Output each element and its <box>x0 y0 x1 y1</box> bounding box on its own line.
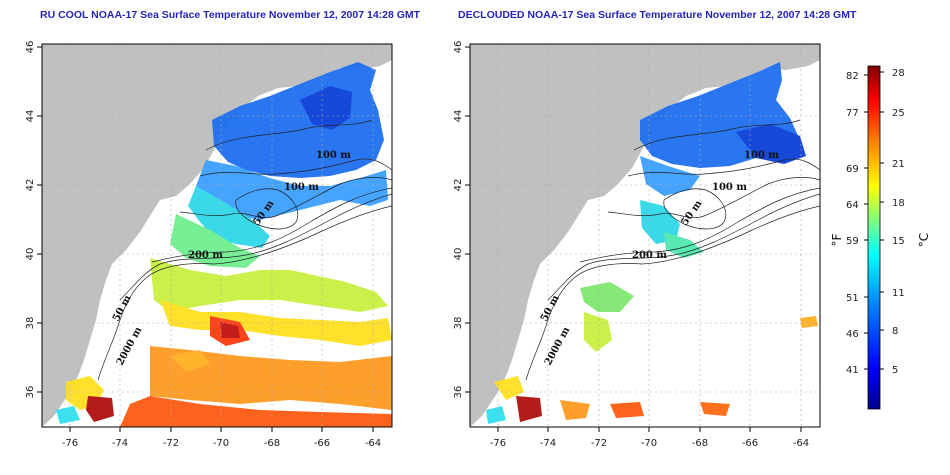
right-lon-label-74: -74 <box>540 438 556 449</box>
right-grid <box>470 44 820 427</box>
colorbar-c-8: 8 <box>892 326 898 337</box>
left-lat-label-38: 38 <box>25 317 36 330</box>
right-lat-axis <box>465 46 470 393</box>
colorbar-f-82: 82 <box>846 71 859 82</box>
left-map-panel: 100 m 100 m 50 m 200 m 50 m 2000 m -76 -… <box>25 41 393 449</box>
right-lat-label-40: 40 <box>453 248 464 261</box>
left-map-title: RU COOL NOAA-17 Sea Surface Temperature … <box>40 9 421 21</box>
left-grid <box>42 44 392 427</box>
left-lon-label-72: -72 <box>163 438 179 449</box>
left-lat-label-44: 44 <box>25 110 36 123</box>
colorbar-f-41: 41 <box>846 365 859 376</box>
right-lat-label-38: 38 <box>453 317 464 330</box>
colorbar-f-64: 64 <box>846 200 859 211</box>
left-contour-label-200: 200 m <box>188 250 223 261</box>
right-map-frame <box>469 43 821 428</box>
right-contour-label-100b: 100 m <box>712 182 747 193</box>
right-lon-label-76: -76 <box>490 438 506 449</box>
right-bathymetry-contours <box>525 119 820 381</box>
colorbar-f-46: 46 <box>846 329 859 340</box>
right-lat-label-42: 42 <box>453 179 464 192</box>
left-lon-label-74: -74 <box>112 438 128 449</box>
left-contour-label-100a: 100 m <box>316 150 351 161</box>
right-lon-label-66: -66 <box>742 438 758 449</box>
left-lat-label-46: 46 <box>25 41 36 54</box>
right-sst-field <box>486 62 818 424</box>
right-contour-label-100a: 100 m <box>744 150 779 161</box>
left-lon-label-68: -68 <box>264 438 280 449</box>
colorbar-c-15: 15 <box>892 236 905 247</box>
left-map-frame <box>41 43 393 428</box>
colorbar: 82 77 69 64 59 51 46 41 28 25 21 18 15 1… <box>830 65 931 410</box>
left-lon-label-76: -76 <box>62 438 78 449</box>
right-lon-axis <box>497 427 802 432</box>
colorbar-f-51: 51 <box>846 293 859 304</box>
left-land-mass <box>42 44 392 427</box>
right-lon-label-70: -70 <box>641 438 657 449</box>
left-lon-label-64: -64 <box>365 438 381 449</box>
colorbar-c-28: 28 <box>892 68 905 79</box>
right-lat-label-44: 44 <box>453 110 464 123</box>
left-lat-label-40: 40 <box>25 248 36 261</box>
right-lat-label-36: 36 <box>453 386 464 399</box>
left-lat-axis <box>37 46 42 393</box>
colorbar-f-77: 77 <box>846 108 859 119</box>
right-land-mass <box>470 44 820 427</box>
colorbar-c-21: 21 <box>892 159 905 170</box>
colorbar-c-11: 11 <box>892 288 905 299</box>
colorbar-c-18: 18 <box>892 198 905 209</box>
colorbar-f-69: 69 <box>846 164 859 175</box>
right-map-title: DECLOUDED NOAA-17 Sea Surface Temperatur… <box>458 9 857 21</box>
left-contour-label-100b: 100 m <box>284 182 319 193</box>
colorbar-fahrenheit-unit: °F <box>830 233 844 246</box>
right-lat-label-46: 46 <box>453 41 464 54</box>
left-lon-label-66: -66 <box>314 438 330 449</box>
right-lon-label-64: -64 <box>793 438 809 449</box>
colorbar-c-25: 25 <box>892 108 905 119</box>
colorbar-c-5: 5 <box>892 365 898 376</box>
right-lon-label-68: -68 <box>692 438 708 449</box>
right-map-panel: 100 m 100 m 50 m 200 m 50 m 2000 m -76 -… <box>453 41 821 449</box>
right-lon-label-72: -72 <box>591 438 607 449</box>
colorbar-celsius-unit: °C <box>917 233 931 247</box>
left-lat-label-36: 36 <box>25 386 36 399</box>
left-lon-label-70: -70 <box>213 438 229 449</box>
left-lon-axis <box>69 427 374 432</box>
right-contour-label-200: 200 m <box>632 250 667 261</box>
colorbar-f-59: 59 <box>846 236 859 247</box>
left-lat-label-42: 42 <box>25 179 36 192</box>
left-bathymetry-contours <box>97 119 392 381</box>
colorbar-gradient <box>867 65 881 410</box>
